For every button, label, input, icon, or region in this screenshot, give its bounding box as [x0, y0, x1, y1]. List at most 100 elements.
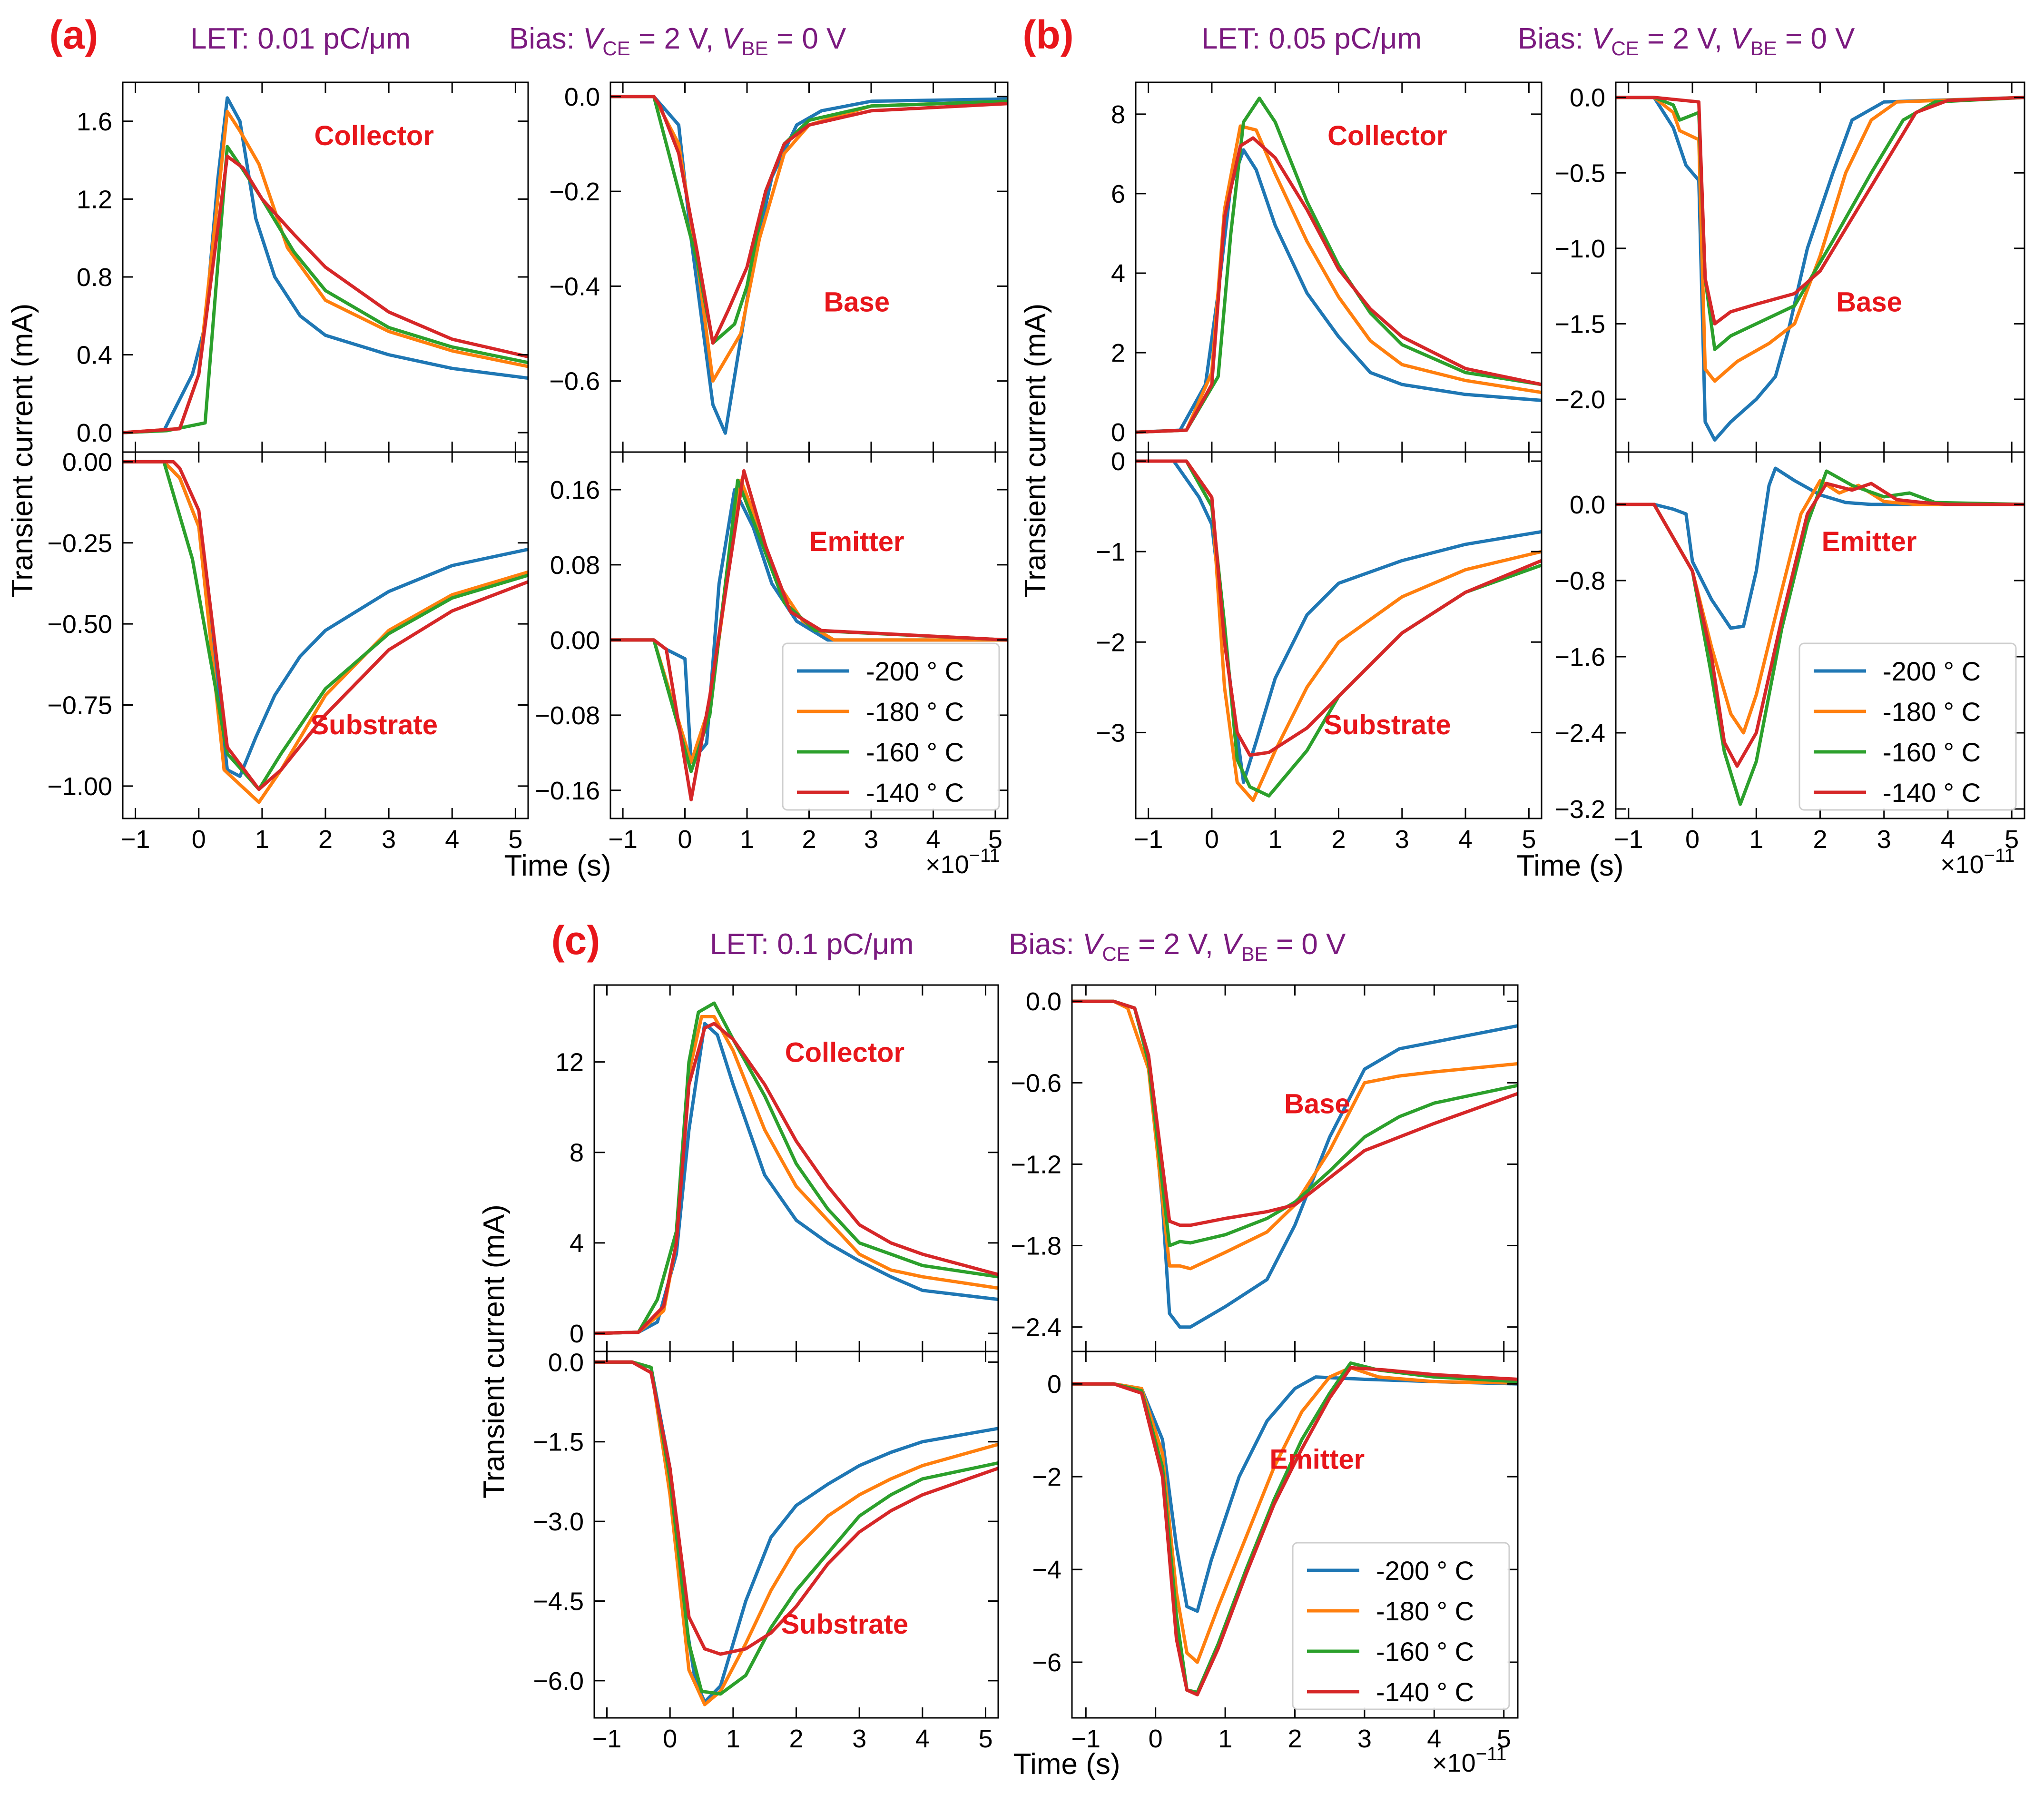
let-label: LET: 0.01 pC/μm	[190, 22, 411, 55]
y-tick-label: −4	[1032, 1556, 1061, 1584]
subplot-label-collector: Collector	[314, 120, 434, 151]
x-tick-label: 4	[445, 825, 459, 854]
panel-b: 0 2 4 6 8 Collector 0.0 −0.5 −1.0 −1.5 −2.0 Base 0 −1…	[1019, 12, 2025, 882]
y-tick-label: 0.16	[550, 476, 600, 504]
y-tick-label: −0.6	[549, 367, 600, 396]
x-tick-label: −1	[1071, 1725, 1101, 1753]
x-tick-label: 4	[926, 825, 940, 854]
legend-entry-label: -160 ° C	[866, 737, 964, 767]
x-tick-label: 1	[1749, 825, 1763, 854]
y-tick-label: 0.0	[77, 419, 112, 447]
x-tick-label: 0	[678, 825, 692, 854]
series-line--140C	[123, 154, 528, 434]
subplot-label-base: Base	[1284, 1089, 1350, 1120]
y-tick-label: −0.16	[535, 777, 600, 805]
y-tick-label: −4.5	[533, 1587, 584, 1616]
series-line--180C	[1072, 1366, 1518, 1664]
y-tick-label: −0.5	[1554, 159, 1605, 187]
series-line--140C	[1072, 999, 1518, 1227]
x-tick-label: 1	[740, 825, 754, 854]
series-line--180C	[1616, 96, 2024, 383]
series-line--180C	[610, 95, 1008, 383]
y-axis-label: Transient current (mA)	[6, 304, 39, 598]
x-tick-label: 4	[915, 1725, 930, 1753]
series-line--200C	[1136, 148, 1542, 434]
y-tick-label: −0.50	[47, 610, 112, 639]
legend: -200 ° C -180 ° C -160 ° C -140 ° C	[1798, 642, 2017, 811]
x-tick-label: 0	[1205, 825, 1219, 854]
subplot-collector: 0.0 0.4 0.8 1.2 1.6 Collector	[77, 81, 529, 453]
subplot-collector: 0 4 8 12 Collector	[555, 984, 999, 1352]
x-tick-label: −1	[608, 825, 638, 854]
legend-entry-label: -200 ° C	[866, 656, 964, 686]
legend-entry-label: -140 ° C	[1883, 778, 1981, 808]
y-tick-label: 0.0	[548, 1348, 584, 1377]
y-tick-label: −0.6	[1011, 1069, 1061, 1097]
x-tick-label: 2	[789, 1725, 803, 1753]
y-tick-label: 4	[1111, 259, 1125, 288]
y-tick-label: 2	[1111, 339, 1125, 367]
series-line--200C	[123, 96, 528, 434]
bias-label: Bias: VCE = 2 V, VBE = 0 V	[1009, 928, 1346, 965]
series-line--140C	[1072, 1366, 1518, 1696]
series-line--160C	[123, 460, 528, 791]
y-tick-label: 0.4	[77, 341, 112, 370]
y-tick-label: −1.8	[1011, 1232, 1061, 1261]
series-line--140C	[610, 469, 1008, 801]
y-tick-label: 8	[1111, 100, 1125, 129]
subplot-collector: 0 2 4 6 8 Collector	[1111, 81, 1543, 453]
x-tick-label: −1	[1614, 825, 1643, 854]
legend: -200 ° C -180 ° C -160 ° C -140 ° C	[1292, 1542, 1510, 1710]
series-line--140C	[610, 95, 1008, 345]
y-tick-label: 0.0	[1026, 987, 1061, 1016]
x-tick-label: 4	[1427, 1725, 1441, 1753]
y-tick-label: 0.8	[77, 263, 112, 292]
series-line--140C	[1136, 459, 1542, 757]
series-line--160C	[1136, 96, 1542, 434]
x-tick-label: 1	[1218, 1725, 1232, 1753]
x-axis-label: Time (s)	[1013, 1748, 1120, 1781]
x-axis-exponent: ×10−11	[925, 845, 1000, 879]
subplot-label-collector: Collector	[785, 1037, 904, 1068]
y-tick-label: −1.00	[47, 772, 112, 801]
x-tick-label: 0	[192, 825, 206, 854]
x-tick-label: 3	[382, 825, 396, 854]
series-line--160C	[610, 95, 1008, 345]
y-tick-label: −1.6	[1554, 643, 1605, 671]
legend-entry-label: -180 ° C	[1883, 697, 1981, 727]
x-tick-label: 2	[802, 825, 816, 854]
y-tick-label: −0.8	[1554, 567, 1605, 595]
y-tick-label: 0.00	[550, 626, 600, 655]
y-tick-label: −0.75	[47, 691, 112, 720]
legend-entry-label: -160 ° C	[1376, 1636, 1474, 1666]
series-line--160C	[1136, 459, 1542, 798]
y-tick-label: −0.08	[535, 701, 600, 730]
bias-label: Bias: VCE = 2 V, VBE = 0 V	[1518, 22, 1855, 59]
series-line--200C	[1616, 96, 2024, 442]
subplot-substrate: 0.0 −1.5 −3.0 −4.5 −6.0 −1 0 1 2 3 4 5 Substrate	[533, 1348, 999, 1753]
legend-entry-label: -180 ° C	[866, 697, 964, 727]
series-line--140C	[594, 1022, 998, 1335]
y-tick-label: 0.00	[62, 448, 112, 476]
x-tick-label: 4	[1941, 825, 1955, 854]
let-label: LET: 0.05 pC/μm	[1201, 22, 1422, 55]
subplot-substrate: 0.00 −0.25 −0.50 −0.75 −1.00 −1 0 1 2 3 4 5 Substrat…	[47, 448, 529, 854]
y-tick-label: 0	[1111, 447, 1125, 476]
subplot-emitter: 0.0 −0.8 −1.6 −2.4 −3.2 −1 0 1 2 3 4 5 Emitter -200 °…	[1554, 451, 2025, 854]
axes-frame	[1135, 451, 1543, 819]
series-line--180C	[594, 1360, 998, 1706]
series-line--180C	[1072, 999, 1518, 1271]
series-line--180C	[123, 109, 528, 434]
x-tick-label: 1	[255, 825, 269, 854]
series-line--200C	[1616, 466, 2024, 630]
y-tick-label: −3.2	[1554, 795, 1605, 824]
y-tick-label: −0.2	[549, 177, 600, 206]
let-label: LET: 0.1 pC/μm	[710, 928, 914, 961]
legend-entry-label: -140 ° C	[1376, 1677, 1474, 1707]
x-tick-label: 1	[726, 1725, 740, 1753]
subplot-base: 0.0 −0.5 −1.0 −1.5 −2.0 Base	[1554, 81, 2025, 453]
y-axis-label: Transient current (mA)	[478, 1204, 511, 1498]
y-tick-label: 0.08	[550, 551, 600, 580]
